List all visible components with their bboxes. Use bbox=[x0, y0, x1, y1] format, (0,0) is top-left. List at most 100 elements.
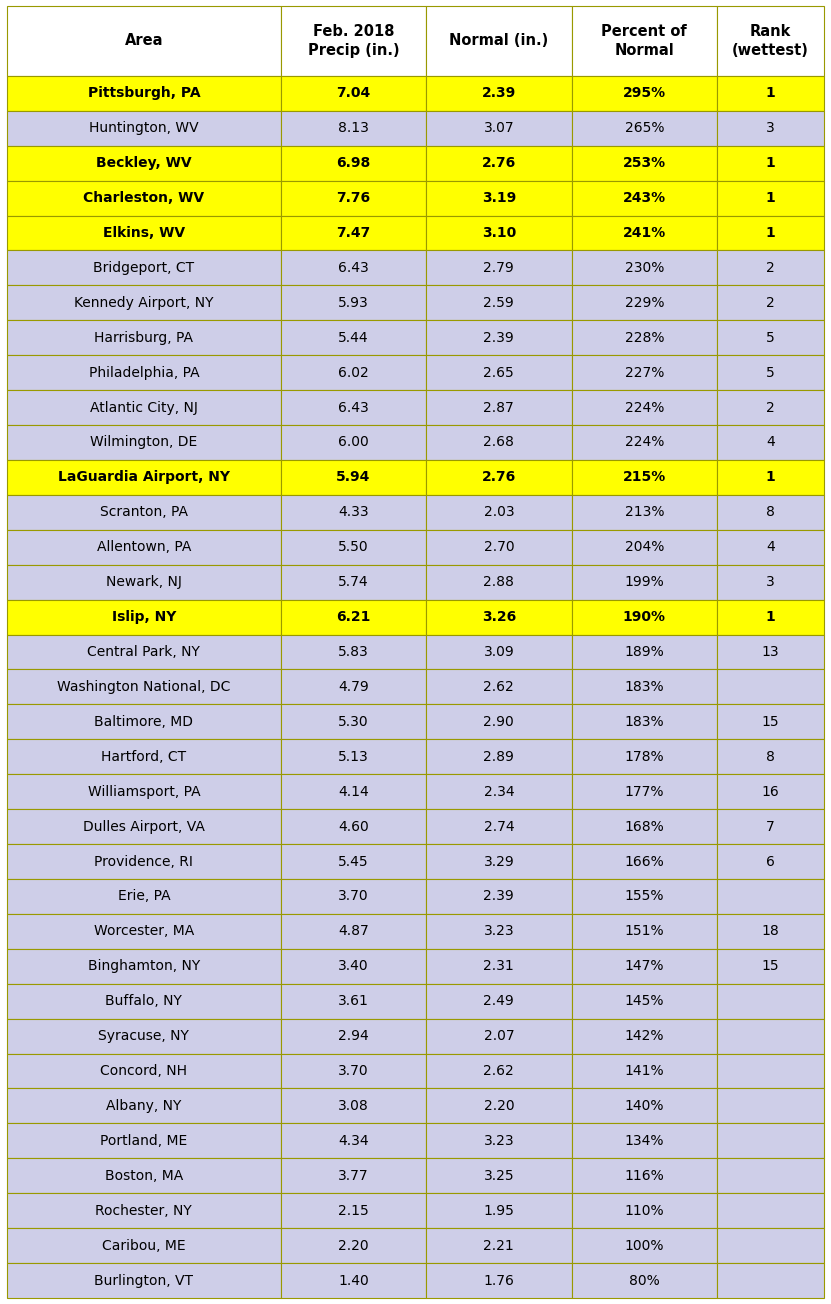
Text: 4.79: 4.79 bbox=[338, 679, 369, 694]
Text: 1.95: 1.95 bbox=[484, 1204, 514, 1218]
Bar bbox=[572, 7, 717, 76]
Text: 2: 2 bbox=[766, 400, 774, 415]
Bar bbox=[717, 704, 824, 739]
Bar bbox=[572, 739, 717, 775]
Text: Baltimore, MD: Baltimore, MD bbox=[95, 715, 194, 729]
Bar bbox=[572, 1054, 717, 1089]
Text: 3.25: 3.25 bbox=[484, 1168, 514, 1183]
Text: 4.33: 4.33 bbox=[338, 506, 369, 519]
Bar bbox=[281, 565, 426, 600]
Bar bbox=[717, 355, 824, 390]
Bar bbox=[572, 215, 717, 250]
Text: 155%: 155% bbox=[625, 889, 664, 904]
Bar bbox=[717, 286, 824, 321]
Text: 243%: 243% bbox=[622, 192, 666, 205]
Bar bbox=[572, 1158, 717, 1193]
Bar bbox=[7, 844, 281, 879]
Bar bbox=[572, 844, 717, 879]
Bar bbox=[7, 949, 281, 983]
Text: 3.09: 3.09 bbox=[484, 645, 514, 659]
Text: 145%: 145% bbox=[625, 994, 664, 1008]
Text: 134%: 134% bbox=[625, 1134, 664, 1148]
Text: 3.77: 3.77 bbox=[338, 1168, 369, 1183]
Bar bbox=[426, 1089, 572, 1124]
Text: 224%: 224% bbox=[625, 400, 664, 415]
Bar bbox=[717, 529, 824, 565]
Text: 8: 8 bbox=[766, 506, 775, 519]
Text: 3.26: 3.26 bbox=[482, 610, 516, 625]
Text: Normal (in.): Normal (in.) bbox=[450, 34, 548, 48]
Bar bbox=[426, 844, 572, 879]
Bar bbox=[717, 76, 824, 111]
Bar bbox=[281, 810, 426, 844]
Bar bbox=[717, 494, 824, 529]
Text: 6.43: 6.43 bbox=[338, 261, 369, 275]
Bar bbox=[7, 983, 281, 1018]
Bar bbox=[572, 775, 717, 810]
Bar bbox=[7, 565, 281, 600]
Bar bbox=[7, 146, 281, 180]
Bar bbox=[426, 879, 572, 914]
Bar bbox=[426, 321, 572, 355]
Bar bbox=[426, 355, 572, 390]
Bar bbox=[572, 494, 717, 529]
Bar bbox=[572, 146, 717, 180]
Bar bbox=[7, 1264, 281, 1297]
Text: 3.23: 3.23 bbox=[484, 925, 514, 939]
Bar bbox=[572, 1264, 717, 1297]
Text: 265%: 265% bbox=[625, 121, 664, 136]
Bar bbox=[281, 879, 426, 914]
Text: 2.74: 2.74 bbox=[484, 820, 514, 833]
Bar bbox=[717, 600, 824, 635]
Bar bbox=[281, 286, 426, 321]
Text: 2.62: 2.62 bbox=[484, 1064, 514, 1078]
Bar bbox=[717, 635, 824, 669]
Text: 2.87: 2.87 bbox=[484, 400, 514, 415]
Text: Harrisburg, PA: Harrisburg, PA bbox=[95, 331, 194, 344]
Bar bbox=[572, 250, 717, 286]
Bar bbox=[7, 775, 281, 810]
Text: 224%: 224% bbox=[625, 436, 664, 450]
Text: 1: 1 bbox=[765, 226, 775, 240]
Bar bbox=[281, 1264, 426, 1297]
Text: 7.47: 7.47 bbox=[337, 226, 371, 240]
Text: 2.31: 2.31 bbox=[484, 960, 514, 973]
Bar bbox=[281, 215, 426, 250]
Text: 6.21: 6.21 bbox=[337, 610, 371, 625]
Bar bbox=[572, 810, 717, 844]
Text: 3.10: 3.10 bbox=[482, 226, 516, 240]
Text: 2.39: 2.39 bbox=[484, 331, 514, 344]
Text: 4.60: 4.60 bbox=[338, 820, 369, 833]
Bar bbox=[426, 1264, 572, 1297]
Bar bbox=[426, 215, 572, 250]
Bar bbox=[7, 494, 281, 529]
Text: Feb. 2018
Precip (in.): Feb. 2018 Precip (in.) bbox=[307, 23, 399, 57]
Bar bbox=[717, 983, 824, 1018]
Bar bbox=[426, 565, 572, 600]
Bar bbox=[717, 669, 824, 704]
Text: 5.94: 5.94 bbox=[337, 471, 371, 484]
Bar bbox=[7, 215, 281, 250]
Text: 228%: 228% bbox=[625, 331, 664, 344]
Text: 2.76: 2.76 bbox=[482, 156, 516, 170]
Bar bbox=[281, 1018, 426, 1054]
Bar bbox=[281, 390, 426, 425]
Bar bbox=[281, 460, 426, 494]
Bar bbox=[426, 949, 572, 983]
Text: 1: 1 bbox=[765, 192, 775, 205]
Bar bbox=[281, 7, 426, 76]
Text: 2.03: 2.03 bbox=[484, 506, 514, 519]
Text: 6.98: 6.98 bbox=[337, 156, 371, 170]
Text: 190%: 190% bbox=[622, 610, 666, 625]
Bar bbox=[572, 914, 717, 949]
Text: 147%: 147% bbox=[625, 960, 664, 973]
Bar bbox=[281, 844, 426, 879]
Text: 7.76: 7.76 bbox=[337, 192, 371, 205]
Bar bbox=[281, 321, 426, 355]
Text: 5.93: 5.93 bbox=[338, 296, 369, 310]
Bar bbox=[717, 111, 824, 146]
Text: Area: Area bbox=[125, 34, 163, 48]
Bar bbox=[572, 635, 717, 669]
Bar bbox=[281, 494, 426, 529]
Bar bbox=[281, 669, 426, 704]
